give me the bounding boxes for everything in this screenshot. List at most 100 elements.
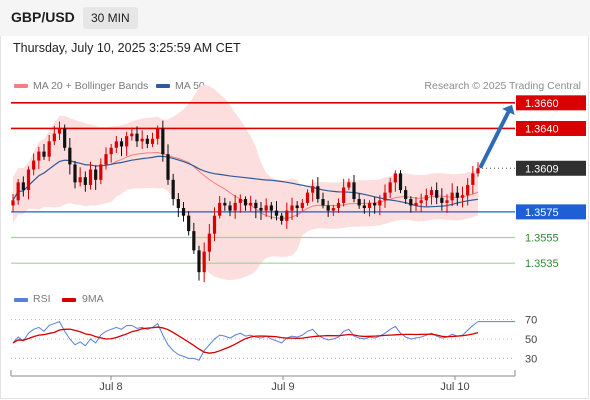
candle-body — [32, 160, 36, 170]
rsi-panel: 70 50 30 — [11, 315, 537, 365]
candle-body — [88, 169, 93, 185]
candle-body — [259, 208, 263, 211]
candle-body — [419, 200, 423, 203]
candle-body — [352, 182, 356, 200]
candle-body — [197, 250, 201, 273]
rsi-line — [12, 320, 479, 361]
candle-body — [347, 182, 351, 188]
candle-body — [367, 202, 372, 209]
candle-body — [357, 199, 361, 206]
candle-body — [99, 164, 103, 180]
candle-body — [21, 182, 25, 191]
candle-body — [228, 205, 232, 211]
ma20-legend-label: MA 20 + Bollinger Bands — [33, 80, 149, 92]
candle-body — [140, 138, 144, 142]
rsi-ma-legend-swatch — [62, 298, 76, 302]
candle-body — [130, 133, 134, 137]
candle-body — [414, 202, 418, 206]
candle-body — [393, 173, 397, 183]
timestamp: Thursday, July 10, 2025 3:25:59 AM CET — [13, 41, 241, 55]
candle-body — [398, 173, 403, 191]
candle-body — [63, 128, 67, 148]
candle-body — [471, 173, 475, 185]
candle-body — [16, 182, 20, 201]
candle-body — [264, 205, 268, 211]
candle-body — [68, 147, 72, 165]
forecast-arrow-head — [502, 104, 515, 116]
candle-body — [404, 190, 408, 200]
candle-body — [455, 192, 459, 198]
candle-body — [388, 182, 392, 193]
pivot-label-1.3575: 1.3575 — [525, 207, 559, 219]
candle-body — [57, 128, 62, 134]
candle-body — [11, 200, 15, 206]
candle-body — [424, 195, 428, 201]
candle-body — [326, 205, 330, 211]
support-label-1.3555: 1.3555 — [525, 233, 559, 245]
resistance-label-box-1.3640 — [516, 120, 586, 136]
timeframe-badge[interactable]: 30 MIN — [83, 7, 138, 29]
candle-body — [331, 208, 335, 211]
candle-body — [218, 202, 222, 216]
candle-body — [94, 169, 98, 180]
rsi-level-label-70: 70 — [525, 315, 537, 327]
candle-body — [104, 154, 108, 165]
forecast-arrow-shaft — [479, 109, 511, 169]
candle-body — [295, 205, 299, 209]
x-tick-label: Jul 9 — [271, 381, 294, 393]
candle-body — [435, 190, 439, 198]
x-axis: Jul 8 Jul 9 Jul 10 — [10, 370, 516, 393]
candle-body — [316, 186, 320, 200]
candle-body — [42, 151, 46, 157]
resistance-label-1.3660: 1.3660 — [525, 98, 559, 110]
resistance-label-1.3640: 1.3640 — [525, 123, 559, 135]
candle-body — [290, 205, 294, 211]
candle-body — [460, 195, 465, 198]
candle-body — [383, 192, 387, 201]
candle-body — [207, 233, 211, 252]
candle-body — [280, 215, 284, 221]
candle-body — [305, 192, 310, 203]
x-tick-label: Jul 8 — [99, 381, 122, 393]
candle-body — [161, 128, 165, 155]
last-label-box-1.3609 — [516, 160, 586, 176]
candle-body — [187, 215, 191, 232]
candle-body — [73, 164, 77, 183]
candle-body — [109, 147, 113, 155]
candle-body — [202, 251, 206, 273]
candle-body — [450, 192, 454, 201]
candle-body — [83, 177, 87, 185]
level-labels: 1.3660 1.3640 1.3609 1.3575 1.3555 1.3535 — [516, 95, 586, 270]
candle-body — [321, 199, 325, 206]
candle-body — [37, 151, 41, 161]
candle-body — [176, 199, 180, 209]
candle-body — [476, 168, 480, 174]
candle-body — [362, 205, 366, 209]
ma20-legend-swatch — [14, 84, 28, 88]
candle-body — [445, 200, 449, 203]
candle-body — [119, 141, 124, 147]
candle-body — [243, 199, 248, 206]
candle-body — [269, 205, 273, 211]
resistance-label-box-1.3660 — [516, 95, 586, 111]
candle-body — [212, 215, 217, 234]
candle-body — [440, 197, 444, 203]
candle-body — [274, 210, 279, 216]
candle-body — [233, 202, 237, 211]
candle-body — [192, 231, 196, 251]
rsi-level-label-30: 30 — [525, 353, 537, 365]
candle-body — [78, 177, 82, 183]
candle-body — [429, 190, 434, 196]
candle-body — [409, 199, 413, 206]
x-tick-label: Jul 10 — [440, 381, 469, 393]
candle-body — [378, 200, 382, 206]
candle-body — [466, 184, 470, 196]
candle-body — [52, 133, 56, 142]
candle-body — [181, 208, 186, 216]
candle-body — [135, 133, 139, 142]
rsi-ma-legend-label: 9MA — [82, 293, 104, 305]
candle-body — [223, 202, 227, 206]
candle-body — [166, 154, 170, 180]
candle-body — [342, 187, 346, 203]
